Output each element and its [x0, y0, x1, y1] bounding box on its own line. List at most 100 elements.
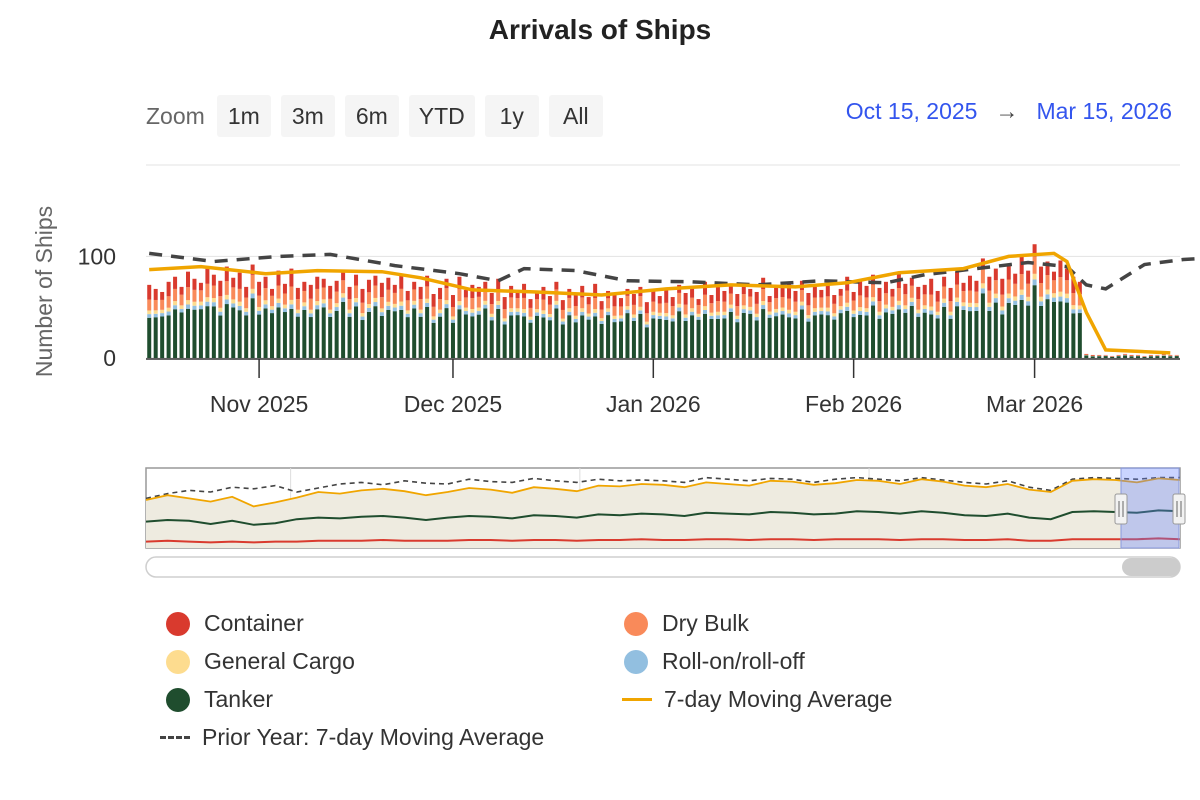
bar-tanker [812, 315, 817, 358]
bar-roll-on-roll-off [586, 316, 591, 320]
bar-container [1058, 260, 1063, 278]
navigator[interactable]: 202020222024 [145, 467, 1186, 578]
bar-tanker [560, 324, 565, 358]
bar-tanker [1142, 356, 1147, 358]
zoom-all-button[interactable]: All [548, 95, 603, 137]
bar-roll-on-roll-off [302, 306, 307, 311]
bar-dry-bulk [916, 298, 921, 310]
bar-tanker [334, 310, 339, 358]
bar-general-cargo [670, 315, 675, 319]
bar-dry-bulk [483, 289, 488, 301]
bar-dry-bulk [289, 286, 294, 300]
bar-container [612, 295, 617, 307]
bar-roll-on-roll-off [631, 317, 636, 321]
bar-tanker [483, 308, 488, 358]
bar-tanker [922, 312, 927, 358]
bar-roll-on-roll-off [787, 313, 792, 318]
bar-tanker [903, 312, 908, 358]
navigator-scrollbar-thumb [1122, 558, 1180, 576]
bar-roll-on-roll-off [567, 311, 572, 316]
bar-tanker [586, 319, 591, 358]
bar-dry-bulk [922, 294, 927, 306]
bar-dry-bulk [942, 286, 947, 299]
bar-roll-on-roll-off [774, 312, 779, 317]
bar-general-cargo [825, 307, 830, 312]
zoom-3m-button[interactable]: 3m [280, 95, 335, 137]
bar-general-cargo [502, 318, 507, 322]
bar-general-cargo [302, 302, 307, 307]
general-cargo-swatch-icon [166, 649, 190, 674]
bar-general-cargo [845, 302, 850, 307]
bar-roll-on-roll-off [812, 311, 817, 316]
bar-tanker [980, 293, 985, 358]
bar-general-cargo [231, 299, 236, 304]
bar-general-cargo [1000, 306, 1005, 311]
legend-item-prior-ma7[interactable]: Prior Year: 7-day Moving Average [160, 724, 544, 751]
bar-container [987, 276, 992, 291]
bar-series[interactable] [147, 244, 1179, 358]
legend-item-ma7[interactable]: 7-day Moving Average [622, 686, 892, 713]
bar-container [993, 268, 998, 281]
bar-general-cargo [651, 311, 656, 316]
legend-item-container[interactable]: Container [166, 610, 304, 637]
bar-dry-bulk [1000, 294, 1005, 307]
bar-roll-on-roll-off [328, 313, 333, 317]
bar-tanker [289, 308, 294, 358]
range-from-date[interactable]: Oct 15, 2025 [845, 98, 978, 124]
bar-general-cargo [192, 301, 197, 306]
navigator-tanker-line [145, 509, 1181, 526]
bar-dry-bulk [211, 285, 216, 299]
bar-container [528, 299, 533, 308]
bar-tanker [160, 316, 165, 358]
y-tick-label: 100 [78, 243, 116, 269]
roro-swatch-icon [624, 649, 648, 674]
bar-dry-bulk [373, 285, 378, 298]
bar-dry-bulk [237, 288, 242, 302]
bar-dry-bulk [890, 296, 895, 307]
bar-dry-bulk [851, 300, 856, 311]
bar-tanker [670, 321, 675, 358]
bar-tanker [366, 311, 371, 358]
bar-roll-on-roll-off [541, 313, 546, 318]
bar-container [379, 282, 384, 298]
bar-tanker [457, 309, 462, 358]
bar-general-cargo [282, 304, 287, 309]
legend-item-roro[interactable]: Roll-on/roll-off [624, 648, 805, 675]
bar-dry-bulk [218, 296, 223, 308]
bar-container [748, 288, 753, 297]
zoom-1m-button[interactable]: 1m [216, 95, 271, 137]
bar-dry-bulk [186, 287, 191, 301]
bar-roll-on-roll-off [373, 302, 378, 307]
bar-tanker [1013, 304, 1018, 358]
bar-roll-on-roll-off [244, 311, 249, 316]
bar-roll-on-roll-off [1064, 298, 1069, 303]
navigator-ma7-line [145, 477, 1181, 508]
zoom-ytd-button[interactable]: YTD [408, 95, 475, 137]
x-tick-label: Dec 2025 [404, 391, 502, 417]
legend-item-tanker[interactable]: Tanker [166, 686, 273, 713]
bar-dry-bulk [534, 299, 539, 310]
legend-item-general-cargo[interactable]: General Cargo [166, 648, 355, 675]
legend-item-dry-bulk[interactable]: Dry Bulk [624, 610, 749, 637]
bar-general-cargo [638, 306, 643, 311]
bar-container [321, 278, 326, 288]
zoom-6m-button[interactable]: 6m [344, 95, 399, 137]
range-to-date[interactable]: Mar 15, 2026 [1036, 98, 1172, 124]
bar-general-cargo [690, 308, 695, 312]
bar-tanker [354, 306, 359, 358]
bar-roll-on-roll-off [289, 304, 294, 309]
bar-tanker [1129, 356, 1134, 358]
bar-dry-bulk [1045, 275, 1050, 290]
dry-bulk-swatch-icon [624, 611, 648, 636]
bar-roll-on-roll-off [250, 293, 255, 299]
bar-general-cargo [812, 308, 817, 312]
bar-general-cargo [153, 310, 158, 314]
bar-container [192, 278, 197, 290]
bar-tanker [450, 322, 455, 358]
bar-container [871, 274, 876, 285]
bar-roll-on-roll-off [496, 304, 501, 309]
zoom-1y-button[interactable]: 1y [484, 95, 539, 137]
bar-general-cargo [709, 312, 714, 316]
bar-general-cargo [347, 309, 352, 314]
bar-container [1026, 270, 1031, 284]
